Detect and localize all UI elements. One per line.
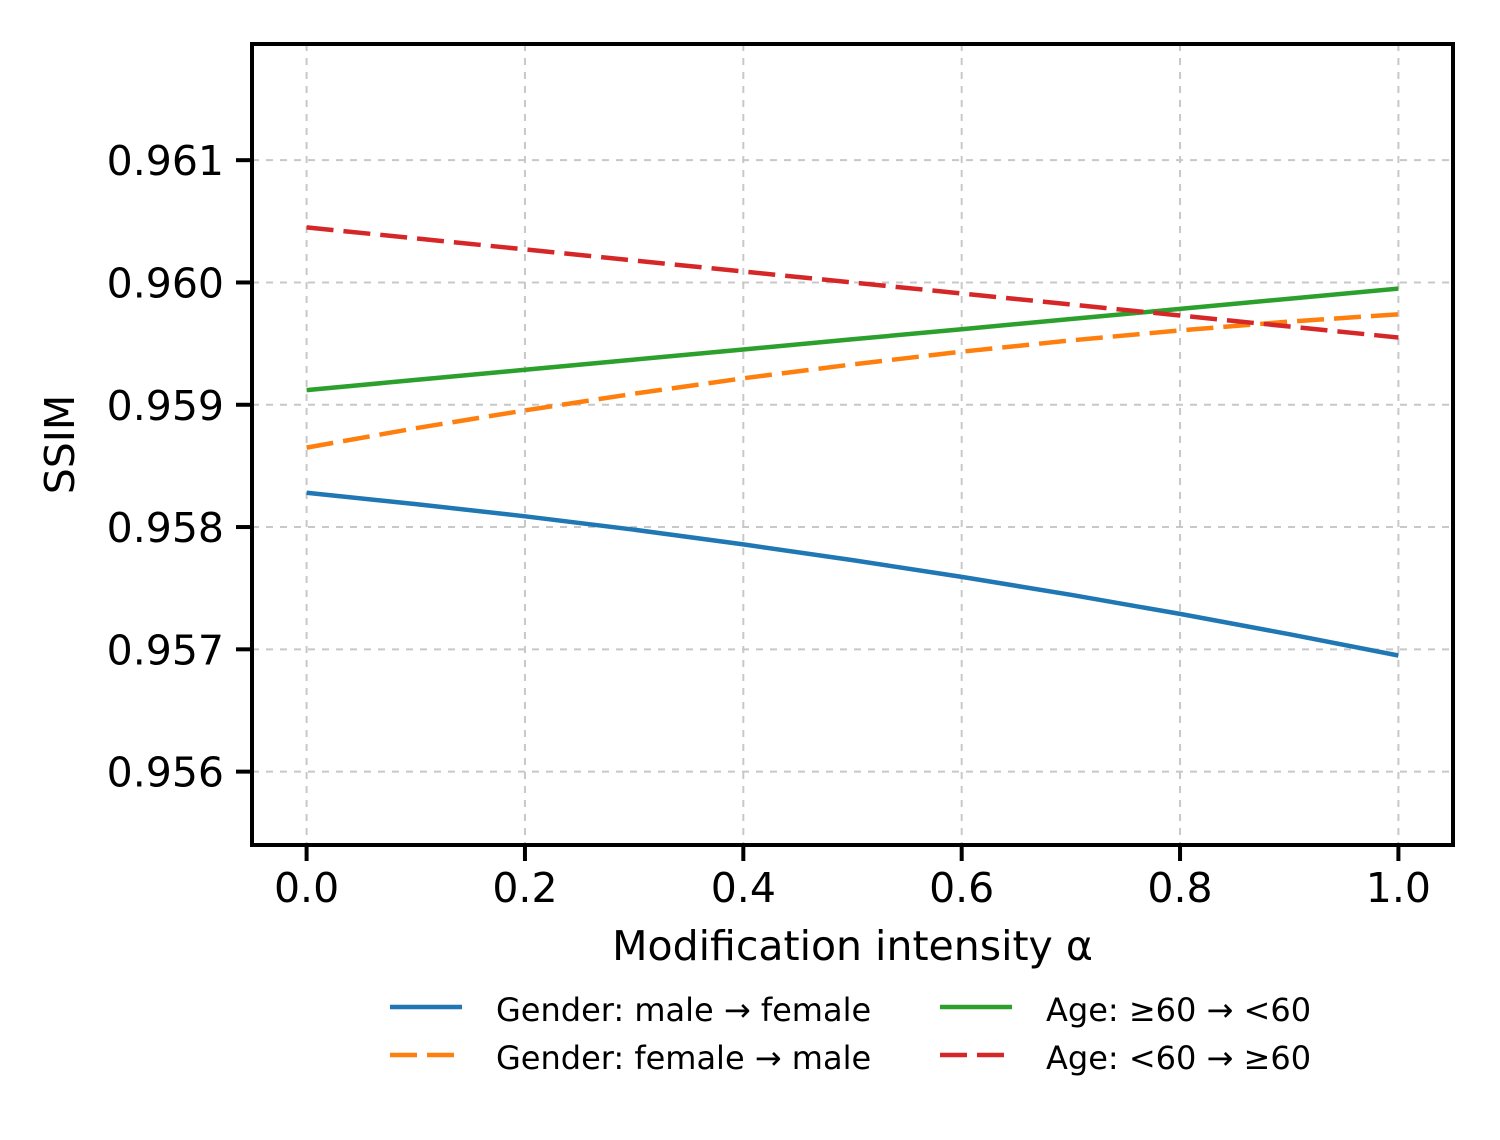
y-tick-label-0.961: 0.961 (107, 137, 224, 185)
series-line-2 (306, 286, 1399, 393)
y-tick-label-0.960: 0.960 (107, 259, 224, 307)
y-tick-label-0.957: 0.957 (107, 626, 224, 674)
plot-spines (250, 42, 1455, 847)
legend: Gender: male → female Gender: female → ma… (390, 991, 1311, 1077)
series-line-3 (306, 225, 1399, 340)
y-tick-label-0.958: 0.958 (107, 504, 224, 552)
legend-label-1: Gender: female → male (496, 1039, 871, 1077)
x-tick-label-0.8: 0.8 (1147, 864, 1212, 912)
legend-label-0: Gender: male → female (496, 991, 871, 1029)
x-tick-label-0.2: 0.2 (492, 864, 557, 912)
x-tick-label-0.6: 0.6 (929, 864, 994, 912)
x-tick-label-0.4: 0.4 (711, 864, 776, 912)
y-axis-label: SSIM (36, 395, 84, 495)
series-line-1 (306, 312, 1399, 450)
x-tick-label-1.0: 1.0 (1366, 864, 1431, 912)
x-tick-label-0.0: 0.0 (274, 864, 339, 912)
y-tick-label-0.959: 0.959 (107, 382, 224, 430)
series-line-0 (306, 490, 1399, 658)
x-axis-label: Modification intensity α (612, 922, 1093, 970)
legend-label-2: Age: ≥60 → <60 (1046, 991, 1311, 1029)
legend-label-3: Age: <60 → ≥60 (1046, 1039, 1311, 1077)
y-tick-label-0.956: 0.956 (107, 749, 224, 797)
